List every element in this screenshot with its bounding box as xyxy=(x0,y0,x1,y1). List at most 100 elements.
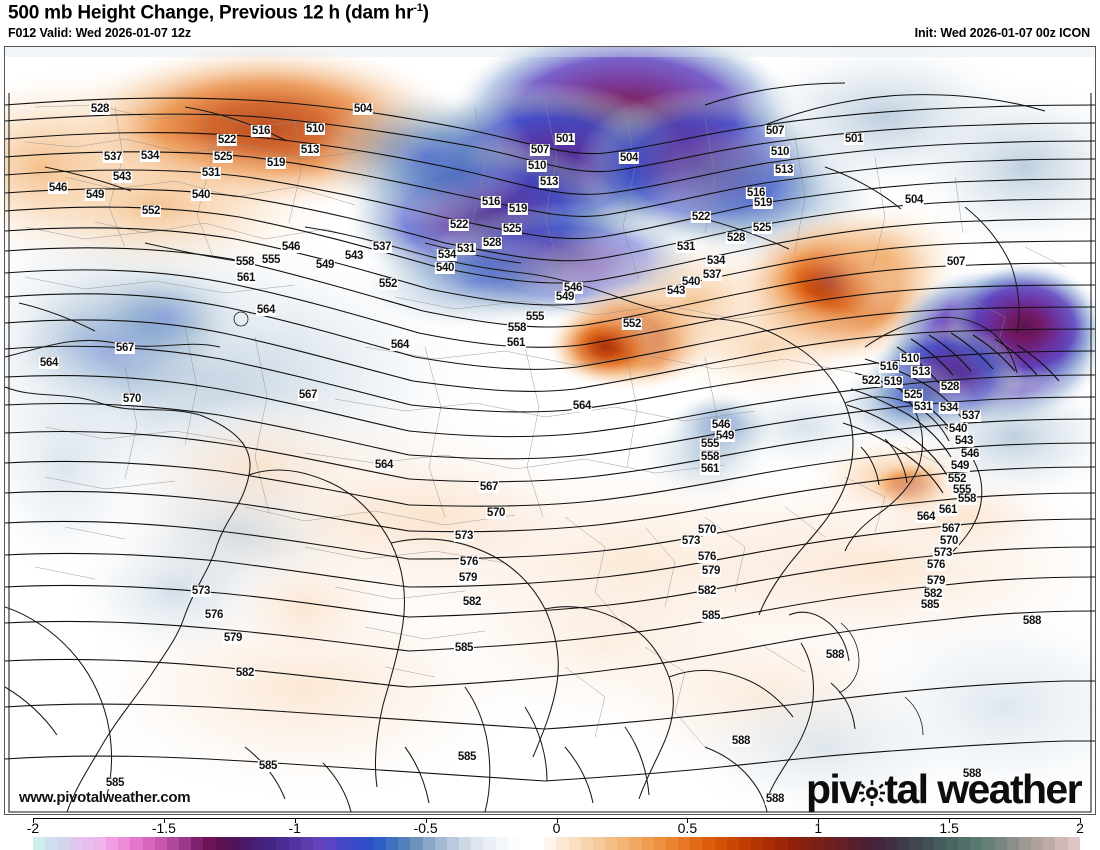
contour-label: 534 xyxy=(705,255,727,267)
contour-label: 534 xyxy=(436,249,458,261)
colorbar[interactable]: -2 -1.5 -1 -0.5 0 0.5 1 1.5 2 xyxy=(0,815,1100,850)
contour-label: 546 xyxy=(959,448,981,460)
contour-label: 579 xyxy=(457,571,479,584)
colorbar-swatch xyxy=(812,837,825,850)
contour-label: 516 xyxy=(745,187,767,199)
colorbar-swatch xyxy=(385,837,399,850)
colorbar-tick-label: -1 xyxy=(288,820,301,836)
contour-label: 552 xyxy=(946,473,968,485)
geography-layer xyxy=(5,47,1095,814)
contour-label: 567 xyxy=(940,523,962,535)
contour-label: 570 xyxy=(696,524,718,536)
colorbar-swatch xyxy=(678,837,691,850)
contour-label: 531 xyxy=(455,243,477,255)
contour-label: 522 xyxy=(216,134,238,146)
colorbar-swatch xyxy=(629,837,642,850)
contour-label: 579 xyxy=(925,575,947,587)
contour-label: 531 xyxy=(675,241,697,253)
colorbar-swatch xyxy=(617,837,630,850)
colorbar-tick-label: -2 xyxy=(26,820,40,836)
contour-label: 519 xyxy=(752,197,774,209)
colorbar-swatch xyxy=(252,837,265,850)
contour-label: 522 xyxy=(860,375,882,387)
colorbar-tick xyxy=(949,818,951,823)
contour-label: 516 xyxy=(878,360,900,373)
colorbar-swatch xyxy=(653,837,666,850)
colorbar-swatch xyxy=(1055,837,1068,850)
contour-label: 582 xyxy=(696,585,718,597)
contour-label: 582 xyxy=(234,667,256,679)
colorbar-swatch xyxy=(81,837,94,850)
contour-label: 564 xyxy=(373,459,395,471)
colorbar-swatch xyxy=(349,837,362,850)
colorbar-swatch xyxy=(106,837,119,850)
colorbar-swatch xyxy=(824,837,837,850)
colorbar-swatch xyxy=(702,837,715,850)
contour-label: 525 xyxy=(212,151,234,163)
contour-label: 582 xyxy=(461,595,483,608)
colorbar-swatch xyxy=(921,837,934,850)
contour-label: 510 xyxy=(526,160,548,172)
colorbar-tick xyxy=(687,818,689,823)
contour-label: 525 xyxy=(501,223,523,235)
colorbar-swatch xyxy=(483,837,496,850)
colorbar-gradient[interactable] xyxy=(33,837,1080,850)
colorbar-swatch xyxy=(422,837,435,850)
colorbar-swatch xyxy=(775,837,788,850)
contour-label: 540 xyxy=(434,262,456,274)
contour-label: 528 xyxy=(725,232,747,244)
contour-label: 558 xyxy=(506,322,528,334)
colorbar-swatch xyxy=(763,837,776,850)
colorbar-swatch xyxy=(410,837,423,850)
contour-label: 501 xyxy=(554,133,576,145)
contour-label: 501 xyxy=(843,133,865,145)
colorbar-swatch xyxy=(93,837,107,850)
contour-label: 588 xyxy=(730,735,752,747)
contour-label: 519 xyxy=(265,157,287,169)
valid-time-label: F012 Valid: Wed 2026-01-07 12z xyxy=(8,26,191,40)
contour-label: 564 xyxy=(571,400,593,412)
contour-label: 582 xyxy=(922,588,944,600)
colorbar-swatch xyxy=(166,837,180,850)
colorbar-swatch xyxy=(532,837,545,850)
contour-label: 546 xyxy=(280,241,302,253)
colorbar-tick xyxy=(33,818,34,823)
contour-label: 564 xyxy=(389,339,411,351)
contour-label: 519 xyxy=(507,203,529,215)
colorbar-swatch xyxy=(556,837,569,850)
colorbar-tick-label: -1.5 xyxy=(151,820,176,836)
map-canvas[interactable]: 528 516 510 504 501 504 507 501 522 525 513 537 534 5… xyxy=(4,46,1096,815)
colorbar-swatch xyxy=(933,837,946,850)
colorbar-swatch xyxy=(398,837,411,850)
contour-label: 537 xyxy=(371,241,393,253)
colorbar-swatch xyxy=(848,837,861,850)
contour-label: 516 xyxy=(480,196,502,208)
contour-label: 540 xyxy=(190,188,212,201)
contour-label: 588 xyxy=(961,768,983,780)
contour-label: 537 xyxy=(960,410,982,422)
contour-label: 558 xyxy=(699,451,721,463)
contour-label: 588 xyxy=(1021,615,1043,627)
colorbar-swatch xyxy=(799,837,812,850)
colorbar-swatch xyxy=(580,837,593,850)
colorbar-tick xyxy=(163,818,165,823)
contour-label: 513 xyxy=(538,176,560,188)
contour-label: 573 xyxy=(453,530,475,542)
sun-icon xyxy=(859,779,886,806)
colorbar-swatch xyxy=(373,837,386,850)
colorbar-swatch xyxy=(154,837,167,850)
contour-label: 552 xyxy=(377,278,399,290)
contour-label: 576 xyxy=(925,558,947,571)
contour-label: 576 xyxy=(458,556,480,568)
colorbar-swatch xyxy=(714,837,727,850)
contour-label: 561 xyxy=(699,463,721,475)
colorbar-swatch xyxy=(191,837,204,850)
contour-label-layer: 528 516 510 504 501 504 507 501 522 525 513 537 534 5… xyxy=(5,47,1095,814)
contour-label: 552 xyxy=(140,205,162,217)
colorbar-swatch xyxy=(239,837,253,850)
watermark-url: www.pivotalweather.com xyxy=(19,789,191,806)
colorbar-swatch xyxy=(958,837,971,850)
contour-label: 573 xyxy=(190,585,212,597)
colorbar-swatch xyxy=(641,837,654,850)
header: 500 mb Height Change, Previous 12 h (dam… xyxy=(0,0,1100,46)
